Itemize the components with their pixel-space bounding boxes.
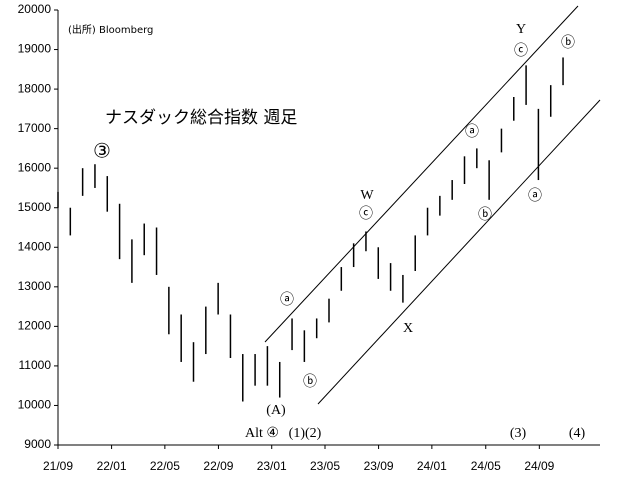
x-tick-label: 24/05: [471, 459, 501, 473]
wave-label: Alt ④: [245, 426, 279, 441]
y-tick-label: 11000: [19, 358, 52, 372]
wave-label: Y: [516, 22, 526, 37]
y-tick-label: 17000: [18, 121, 52, 135]
wave-label: (3): [510, 426, 527, 441]
y-tick-label: 13000: [18, 279, 52, 293]
x-tick-label: 23/01: [257, 459, 287, 473]
wave-label: (A): [266, 403, 286, 418]
x-tick-label: 22/01: [97, 459, 127, 473]
wave-label: ⓑ: [478, 207, 492, 223]
wave-label: W: [360, 188, 374, 203]
y-tick-label: 15000: [18, 200, 52, 214]
channel-upper: [264, 5, 579, 343]
x-tick-label: 22/05: [150, 459, 180, 473]
wave-label: ⓒ: [514, 43, 528, 59]
x-tick-label: 24/01: [417, 459, 447, 473]
y-tick-label: 18000: [18, 81, 52, 95]
wave-label: ⓑ: [303, 374, 317, 390]
y-tick-label: 14000: [18, 239, 52, 253]
y-tick-label: 19000: [18, 42, 52, 56]
wave-label: ⓐ: [465, 124, 479, 140]
wave-label: (4): [569, 426, 586, 441]
y-tick-label: 20000: [18, 2, 52, 16]
y-tick-label: 16000: [18, 160, 52, 174]
x-tick-label: 23/05: [310, 459, 340, 473]
x-tick-label: 24/09: [524, 459, 554, 473]
x-tick-label: 22/09: [203, 459, 233, 473]
wave-label: ⓒ: [359, 206, 373, 222]
wave-label: ⓐ: [528, 188, 542, 204]
x-tick-label: 23/09: [364, 459, 394, 473]
y-tick-label: 9000: [24, 437, 51, 451]
wave-label: ⓑ: [561, 35, 575, 51]
wave-label: ⓐ: [280, 292, 294, 308]
channel-lower: [317, 99, 601, 405]
y-tick-label: 10000: [18, 398, 52, 412]
source: (出所) Bloomberg: [68, 23, 153, 36]
wave-label: (1)(2): [289, 426, 322, 441]
chart-title: ナスダック総合指数 週足: [105, 108, 297, 128]
wave-label: X: [403, 321, 413, 336]
wave-label: ③: [93, 141, 111, 163]
y-tick-label: 12000: [18, 319, 52, 333]
x-tick-label: 21/09: [43, 459, 73, 473]
